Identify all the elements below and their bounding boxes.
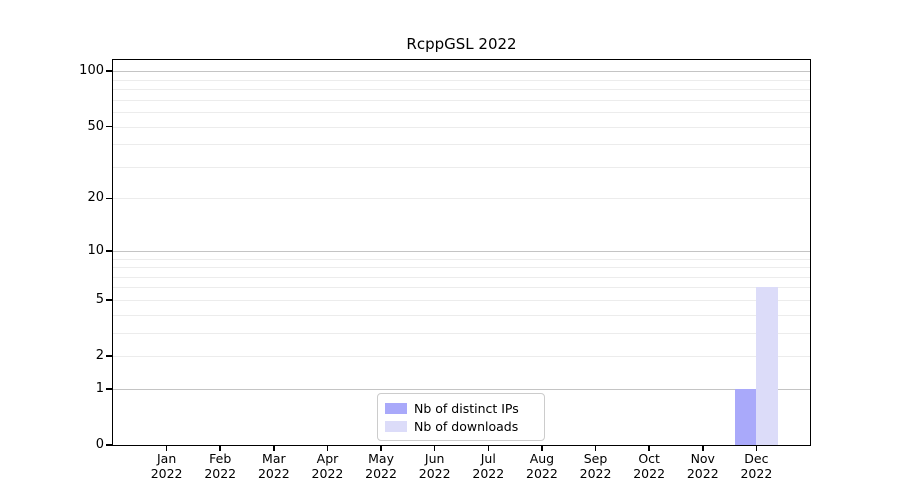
x-tick-mark (541, 445, 543, 451)
x-tick-mark (433, 445, 436, 451)
bar-nb-of-distinct-ips-dec-2022 (734, 388, 757, 445)
legend-swatch-downloads (385, 420, 407, 432)
gridline (113, 388, 810, 390)
gridline (113, 266, 810, 268)
x-tick-label: Sep 2022 (579, 451, 612, 481)
gridline (113, 166, 810, 168)
x-tick-mark (648, 445, 650, 451)
y-tick-label: 50 (87, 118, 104, 134)
gridline (113, 70, 810, 72)
gridline (113, 332, 810, 334)
x-tick-label: Jul 2022 (472, 451, 505, 481)
x-tick-label: Feb 2022 (204, 451, 237, 481)
y-tick-mark (106, 197, 113, 200)
y-tick-label: 20 (87, 190, 104, 206)
gridline (113, 197, 810, 199)
legend-swatch-distinct-ips (385, 402, 407, 414)
bar-nb-of-downloads-dec-2022 (756, 287, 778, 445)
x-tick-label: Apr 2022 (311, 451, 344, 481)
gridline (113, 355, 810, 357)
y-tick-mark (106, 444, 113, 446)
x-tick-label: Nov 2022 (686, 451, 719, 481)
x-tick-mark (702, 445, 704, 451)
gridline (113, 99, 810, 101)
x-tick-label: Oct 2022 (633, 451, 666, 481)
gridline (113, 286, 810, 288)
y-tick-label: 0 (95, 437, 104, 452)
gridline (113, 126, 810, 128)
y-tick-label: 5 (95, 291, 104, 307)
y-tick-label: 2 (95, 348, 104, 364)
x-tick-label: Jun 2022 (418, 451, 451, 481)
x-tick-mark (594, 445, 597, 451)
y-tick-mark (106, 125, 113, 128)
gridline (113, 111, 810, 113)
x-tick-label: Aug 2022 (526, 451, 558, 481)
y-tick-mark (106, 70, 113, 72)
gridline (113, 258, 810, 260)
gridline (113, 79, 810, 81)
gridline (113, 314, 810, 316)
y-tick-label: 1 (95, 380, 104, 396)
x-tick-label: Jan 2022 (150, 451, 183, 481)
y-tick-mark (106, 250, 113, 252)
y-tick-mark (106, 388, 113, 390)
x-tick-mark (380, 445, 382, 451)
gridline (113, 299, 810, 301)
y-tick-mark (106, 355, 113, 357)
legend-item-distinct-ips: Nb of distinct IPs (385, 399, 537, 417)
legend-label-downloads: Nb of downloads (414, 418, 519, 434)
x-tick-mark (219, 445, 221, 451)
x-tick-mark (326, 445, 329, 451)
gridline (113, 250, 810, 252)
y-tick-mark (106, 299, 113, 301)
gridline (113, 88, 810, 90)
y-tick-label: 100 (79, 63, 104, 79)
legend-item-downloads: Nb of downloads (385, 417, 537, 435)
x-tick-mark (755, 445, 758, 451)
plot-area (112, 59, 811, 446)
legend-label-distinct-ips: Nb of distinct IPs (414, 400, 519, 416)
x-tick-label: Dec 2022 (740, 451, 773, 481)
x-tick-mark (165, 445, 168, 451)
y-tick-label: 10 (87, 242, 104, 258)
chart-title: RcppGSL 2022 (406, 35, 517, 53)
x-tick-label: May 2022 (365, 451, 397, 481)
gridline (113, 276, 810, 278)
x-tick-label: Mar 2022 (257, 451, 290, 481)
x-tick-mark (273, 445, 275, 451)
x-tick-mark (487, 445, 490, 451)
legend: Nb of distinct IPs Nb of downloads (377, 393, 545, 441)
gridline (113, 143, 810, 145)
